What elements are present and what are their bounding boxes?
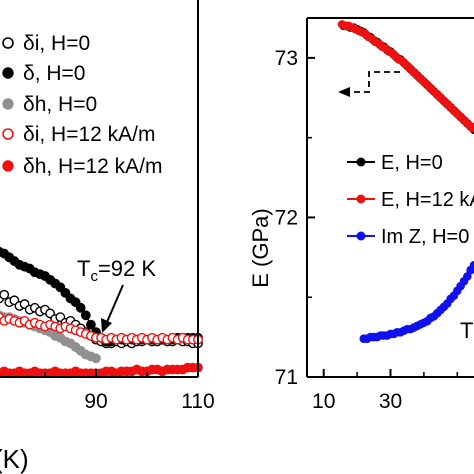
series-im-z-h-0	[359, 261, 474, 344]
legend-marker	[356, 194, 366, 204]
x-tick-label: 110	[181, 390, 214, 413]
tc-label-rest: =92 K	[98, 256, 156, 281]
series-i-h-12-ka-m	[0, 312, 203, 345]
tc-annotation: Tc=92 K	[77, 256, 156, 333]
legend-item-e-h0: E, H=0	[347, 152, 443, 174]
legend-marker	[356, 231, 366, 241]
legend-item-di-h0: δi, H=0	[2, 32, 90, 55]
data-point	[80, 310, 91, 321]
right-ticks: 10 30 71 72 73	[275, 47, 459, 413]
dashed-arrow-line	[351, 71, 400, 93]
right-annotation-t: T	[460, 318, 473, 343]
legend-marker	[2, 160, 14, 172]
legend-item-imz-h0: Im Z, H=0	[347, 226, 469, 248]
right-legend: E, H=0 E, H=12 kA/m Im Z, H=0	[347, 152, 474, 248]
x-tick-label: 30	[379, 390, 402, 413]
data-point	[0, 289, 10, 300]
tc-label-main: T	[77, 256, 90, 281]
tc-label: Tc=92 K	[77, 256, 156, 285]
legend-label: δi, H=12 kA/m	[23, 123, 155, 146]
right-panel: E (GPa) 10 30 71 72 73 E, H=0 E, H=12 kA/m	[248, 17, 474, 413]
tc-label-sub: c	[90, 268, 98, 285]
data-point	[468, 123, 474, 133]
legend-marker	[2, 37, 14, 49]
dashed-axis-arrow	[338, 71, 400, 97]
legend-marker	[2, 98, 14, 110]
left-plot-area	[0, 246, 203, 379]
legend-marker	[2, 67, 14, 79]
y-tick-label: 72	[275, 206, 298, 229]
legend-marker	[2, 128, 14, 140]
dashed-arrow-head	[338, 87, 350, 97]
legend-item-di-h12: δi, H=12 kA/m	[2, 123, 155, 146]
legend-item-dh-h0: δh, H=0	[2, 93, 97, 116]
legend-item-e-h12: E, H=12 kA/m	[347, 189, 474, 211]
tc-arrow-line	[106, 284, 124, 323]
right-plot-area	[337, 20, 474, 344]
legend-item-d-h0: δ, H=0	[2, 62, 85, 85]
legend-label: Im Z, H=0	[381, 226, 469, 248]
data-point	[75, 302, 86, 313]
tc-arrow-head	[101, 318, 112, 333]
series-h-h-12-ka-m	[0, 362, 203, 379]
left-x-ticks: 90 110	[44, 369, 215, 413]
y-tick-label: 71	[275, 366, 298, 389]
y-tick-label: 73	[275, 47, 298, 70]
series-e-h-0	[339, 21, 474, 134]
legend-label: δ, H=0	[23, 62, 85, 85]
legend-label: E, H=0	[381, 152, 443, 174]
legend-item-dh-h12: δh, H=12 kA/m	[2, 155, 163, 178]
data-point	[469, 261, 474, 270]
legend-label: δh, H=0	[23, 93, 97, 116]
x-tick-label: 90	[84, 390, 107, 413]
legend-label: δi, H=0	[23, 32, 90, 55]
data-point	[86, 319, 96, 330]
legend-label: E, H=12 kA/m	[381, 189, 474, 211]
left-panel: 90 110 (K) δi, H=0 δ, H=0 δh, H=0 δi, H=1…	[0, 0, 215, 474]
legend-label: δh, H=12 kA/m	[23, 155, 163, 178]
left-xlabel-fragment: (K)	[0, 444, 29, 474]
right-ylabel: E (GPa)	[248, 208, 273, 287]
left-legend: δi, H=0 δ, H=0 δh, H=0 δi, H=12 kA/m δh,…	[2, 32, 163, 178]
series-e-h-12-ka-m	[337, 20, 474, 133]
x-tick-label: 10	[312, 390, 335, 413]
legend-marker	[356, 157, 366, 167]
data-point	[91, 353, 101, 364]
